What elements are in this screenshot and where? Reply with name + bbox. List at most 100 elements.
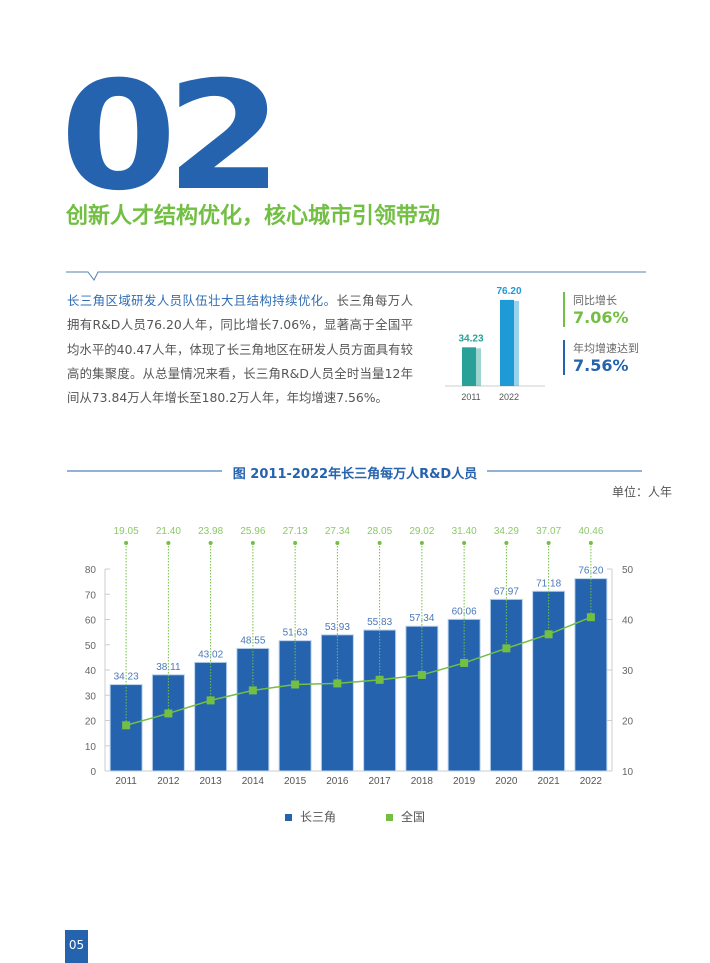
line-point [122,721,131,730]
mini-bar-side [514,300,519,386]
mini-bar-chart: 34.23 2011 76.20 2022 [445,286,545,402]
leader-dot [504,541,509,545]
stat-label: 同比增长 [573,294,617,307]
stat-label: 年均增速达到 [573,342,639,355]
line-label: 37.07 [536,526,561,537]
leader-dot [335,541,340,545]
line-label: 31.40 [452,526,477,537]
line-point [248,686,257,695]
mini-bar-label: 76.20 [496,286,521,297]
stat-value: 7.56% [573,356,629,375]
x-tick-label: 2012 [157,776,180,787]
line-point [417,670,426,679]
body-text: 长三角每万人拥有R&D人员76.20人年，同比增长7.06%，显著高于全国平均水… [67,293,413,406]
legend-item-yrd: 长三角 [284,808,336,825]
x-tick-label: 2018 [411,776,434,787]
line-point [333,679,342,688]
line-label: 34.29 [494,526,519,537]
page-number: 05 [65,930,88,963]
legend-label: 长三角 [299,810,336,824]
bar [405,625,439,772]
line-label: 27.34 [325,526,350,537]
line-label: 19.05 [114,526,139,537]
left-tick-label: 50 [85,641,97,652]
x-tick-label: 2021 [538,776,561,787]
left-tick-label: 10 [85,742,97,753]
right-tick-label: 50 [622,565,634,576]
leader-dot [546,541,551,545]
left-tick-label: 0 [90,767,96,778]
left-tick-label: 20 [85,717,97,728]
line-point [460,658,469,667]
section-number: 02 [60,50,283,224]
divider [66,271,646,281]
line-point [375,675,384,684]
x-tick-label: 2014 [242,776,265,787]
x-tick-label: 2017 [369,776,392,787]
leader-dot [419,541,424,545]
chart-unit: 单位：人年 [611,485,672,499]
bar [574,578,608,772]
line-label: 29.02 [409,526,434,537]
left-tick-label: 60 [85,616,97,627]
bar [363,629,397,772]
mini-bar-label: 34.23 [458,333,483,344]
bar-label: 55.83 [367,617,392,628]
bar-label: 60.06 [452,606,477,617]
right-tick-label: 10 [622,767,634,778]
line-point [502,644,511,653]
legend-label: 全国 [401,810,426,824]
legend-swatch [386,814,393,821]
left-tick-label: 30 [85,691,97,702]
bar [151,674,185,772]
mini-x-label: 2022 [499,392,519,402]
section-title: 创新人才结构优化，核心城市引领带动 [66,204,441,229]
left-tick-label: 80 [85,565,97,576]
line-point [586,613,595,622]
line-label: 25.96 [240,526,265,537]
line-label: 27.13 [283,526,308,537]
bar [194,661,228,772]
stat-cagr: 年均增速达到 7.56% [563,340,639,375]
body-highlight: 长三角区域研发人员队伍壮大且结构持续优化。 [67,293,337,308]
line-label: 28.05 [367,526,392,537]
leader-dot [250,541,255,545]
leader-dot [588,541,593,545]
line-point [544,630,553,639]
legend-item-national: 全国 [386,808,425,825]
line-point [164,709,173,718]
bar-label: 48.55 [240,635,265,646]
leader-dot [377,541,382,545]
stat-yoy: 同比增长 7.06% [563,292,629,327]
leader-dot [293,541,298,545]
line-label: 21.40 [156,526,181,537]
line-point [206,696,215,705]
leader-dot [124,541,129,545]
x-tick-label: 2019 [453,776,476,787]
left-tick-label: 40 [85,666,97,677]
right-tick-label: 20 [622,717,634,728]
bar-label: 71.18 [536,578,561,589]
leader-dot [462,541,467,545]
bar [278,640,312,772]
legend-swatch [284,814,292,821]
bar-label: 34.23 [114,672,139,683]
line-label: 40.46 [578,526,603,537]
chart-title: 图 2011-2022年长三角每万人R&D人员 [232,467,478,482]
stat-value: 7.06% [573,308,629,327]
x-tick-label: 2013 [200,776,223,787]
chart-legend: 长三角 全国 [0,808,710,825]
bar [236,647,270,772]
left-tick-label: 70 [85,590,97,601]
main-chart: 01020304050607080102030405034.23201138.1… [85,526,634,787]
right-tick-label: 40 [622,616,634,627]
leader-dot [166,541,171,545]
bar [447,618,481,772]
x-tick-label: 2015 [284,776,307,787]
leader-dot [208,541,213,545]
mini-bar [462,347,476,386]
x-tick-label: 2011 [115,776,137,787]
line-label: 23.98 [198,526,223,537]
x-tick-label: 2016 [326,776,349,787]
mini-bar [500,299,514,386]
